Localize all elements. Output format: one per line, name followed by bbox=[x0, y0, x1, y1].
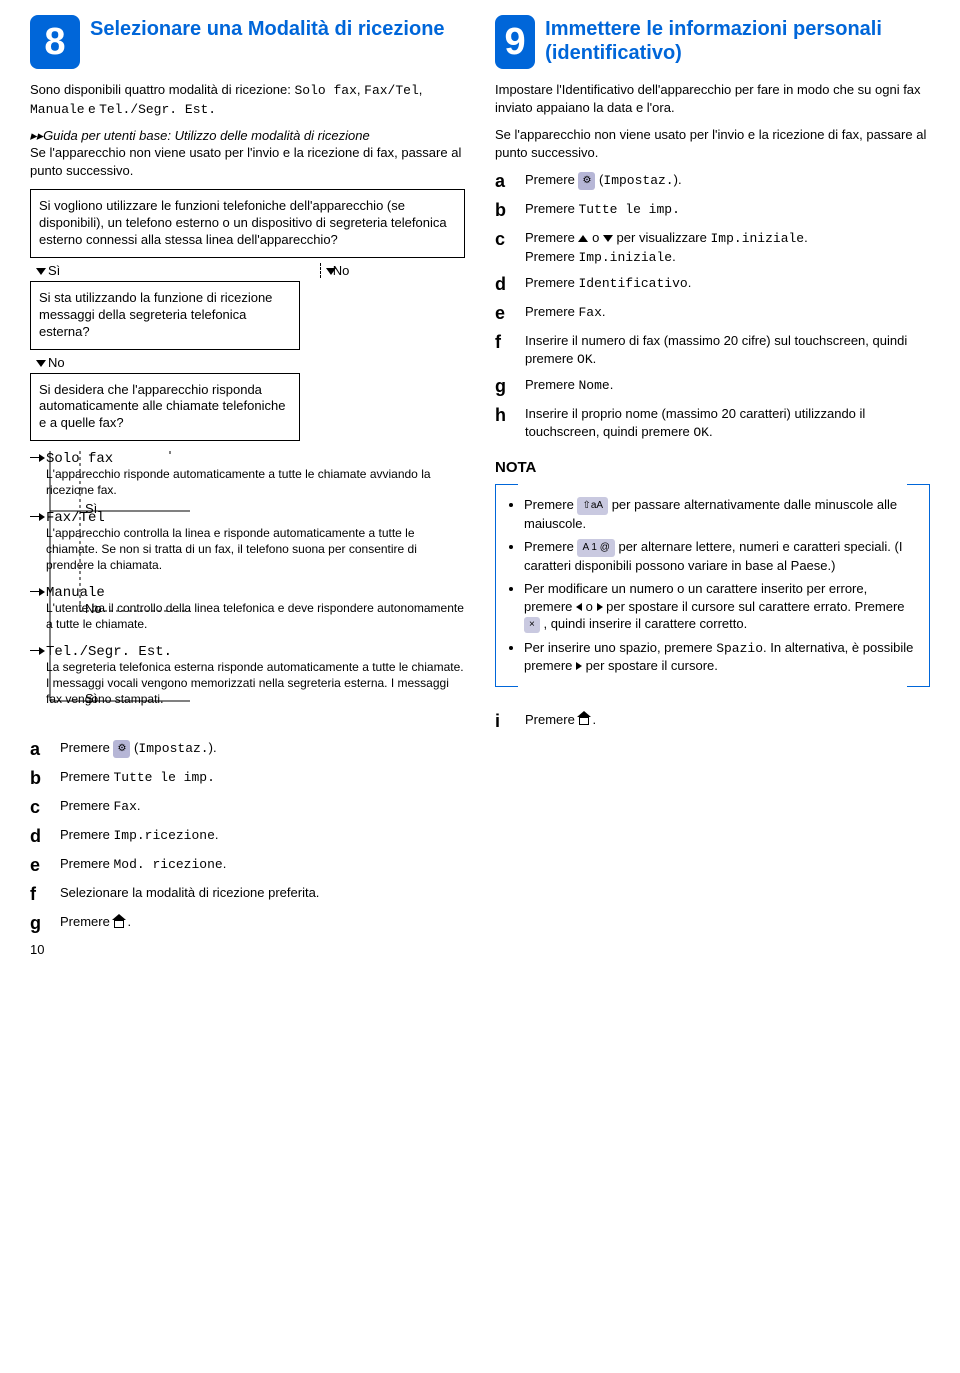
outcome-1: Solo fax L'apparecchio risponde automati… bbox=[38, 451, 465, 498]
step9-substeps: a Premere ⚙ (Impostaz.). b Premere Tutte l… bbox=[495, 171, 930, 441]
letter-b: b bbox=[30, 768, 48, 789]
s9-letter-a: a bbox=[495, 171, 513, 192]
step9-title: Immettere le informazioni personali (ide… bbox=[545, 15, 930, 65]
settings-icon: ⚙ bbox=[578, 172, 595, 190]
mode-button-icon: A 1 @ bbox=[577, 539, 614, 557]
s9-g: Premere Nome. bbox=[525, 376, 930, 397]
s8-a: Premere ⚙ (Impostaz.). bbox=[60, 739, 465, 760]
nota-3: Per modificare un numero o un carattere … bbox=[524, 580, 919, 633]
step8-title: Selezionare una Modalità di ricezione bbox=[90, 15, 445, 41]
s9-letter-d: d bbox=[495, 274, 513, 295]
guide-cond: Se l'apparecchio non viene usato per l'i… bbox=[30, 144, 465, 179]
up-arrow-icon bbox=[578, 235, 588, 242]
s9-f: Inserire il numero di fax (massimo 20 ci… bbox=[525, 332, 930, 368]
outcome-group: Sì No Sì Solo fax L'apparecchio risponde… bbox=[30, 451, 465, 731]
step9-intro1: Impostare l'Identificativo dell'apparecc… bbox=[495, 81, 930, 116]
step8-substeps: a Premere ⚙ (Impostaz.). b Premere Tutte l… bbox=[30, 739, 465, 934]
step8-header: 8 Selezionare una Modalità di ricezione bbox=[30, 15, 465, 69]
step-8-column: 8 Selezionare una Modalità di ricezione … bbox=[30, 15, 465, 942]
outcome-list: Solo fax L'apparecchio risponde automati… bbox=[38, 451, 465, 731]
nota-label: NOTA bbox=[495, 459, 930, 476]
delete-icon: × bbox=[524, 617, 540, 633]
s8-f: Selezionare la modalità di ricezione pre… bbox=[60, 884, 465, 905]
s9-b: Premere Tutte le imp. bbox=[525, 200, 930, 221]
flow-q1: Si vogliono utilizzare le funzioni telef… bbox=[30, 189, 465, 258]
home-icon bbox=[113, 916, 127, 930]
s9-c: Premere o per visualizzare Imp.iniziale.… bbox=[525, 229, 930, 266]
outcome-3: Manuale L'utente ha il controllo della l… bbox=[38, 585, 465, 632]
s8-d: Premere Imp.ricezione. bbox=[60, 826, 465, 847]
s9-letter-i: i bbox=[495, 711, 513, 732]
s9-e: Premere Fax. bbox=[525, 303, 930, 324]
nota-4: Per inserire uno spazio, premere Spazio.… bbox=[524, 639, 919, 675]
letter-g: g bbox=[30, 913, 48, 934]
step9-intro2: Se l'apparecchio non viene usato per l'i… bbox=[495, 126, 930, 161]
q1-no: No bbox=[320, 262, 465, 279]
q2-no: No bbox=[30, 354, 300, 371]
s9-a: Premere ⚙ (Impostaz.). bbox=[525, 171, 930, 192]
s8-g: Premere . bbox=[60, 913, 465, 934]
letter-d: d bbox=[30, 826, 48, 847]
nota-1: Premere ⇧aA per passare alternativamente… bbox=[524, 496, 919, 532]
s9-letter-c: c bbox=[495, 229, 513, 266]
s9-i: Premere . bbox=[525, 711, 930, 732]
page-number: 10 bbox=[30, 942, 44, 957]
step9-number: 9 bbox=[495, 15, 535, 69]
flow-q2: Si sta utilizzando la funzione di ricezi… bbox=[30, 281, 300, 350]
case-button-icon: ⇧aA bbox=[577, 497, 608, 515]
flow-q3: Si desidera che l'apparecchio risponda a… bbox=[30, 373, 300, 442]
s9-letter-f: f bbox=[495, 332, 513, 368]
down-arrow-icon bbox=[603, 235, 613, 242]
s9-h: Inserire il proprio nome (massimo 20 car… bbox=[525, 405, 930, 441]
letter-c: c bbox=[30, 797, 48, 818]
outcome-2: Fax/Tel L'apparecchio controlla la linea… bbox=[38, 510, 465, 573]
s8-c: Premere Fax. bbox=[60, 797, 465, 818]
step8-number: 8 bbox=[30, 15, 80, 69]
letter-f: f bbox=[30, 884, 48, 905]
s9-d: Premere Identificativo. bbox=[525, 274, 930, 295]
nota-box: Premere ⇧aA per passare alternativamente… bbox=[495, 484, 930, 686]
s9-letter-e: e bbox=[495, 303, 513, 324]
guide-ref: ▸▸Guida per utenti base: Utilizzo delle … bbox=[30, 128, 465, 144]
s8-b: Premere Tutte le imp. bbox=[60, 768, 465, 789]
s9-letter-h: h bbox=[495, 405, 513, 441]
letter-e: e bbox=[30, 855, 48, 876]
q1-yes: Sì bbox=[30, 262, 300, 279]
step9-header: 9 Immettere le informazioni personali (i… bbox=[495, 15, 930, 69]
nota-2: Premere A 1 @ per alternare lettere, num… bbox=[524, 538, 919, 574]
s9-letter-g: g bbox=[495, 376, 513, 397]
step8-intro: Sono disponibili quattro modalità di ric… bbox=[30, 81, 465, 118]
outcome-4: Tel./Segr. Est. La segreteria telefonica… bbox=[38, 644, 465, 707]
step-9-column: 9 Immettere le informazioni personali (i… bbox=[495, 15, 930, 942]
settings-icon: ⚙ bbox=[113, 740, 130, 758]
s9-letter-b: b bbox=[495, 200, 513, 221]
step9-substeps-2: i Premere . bbox=[495, 711, 930, 732]
letter-a: a bbox=[30, 739, 48, 760]
s8-e: Premere Mod. ricezione. bbox=[60, 855, 465, 876]
home-icon bbox=[578, 713, 592, 727]
